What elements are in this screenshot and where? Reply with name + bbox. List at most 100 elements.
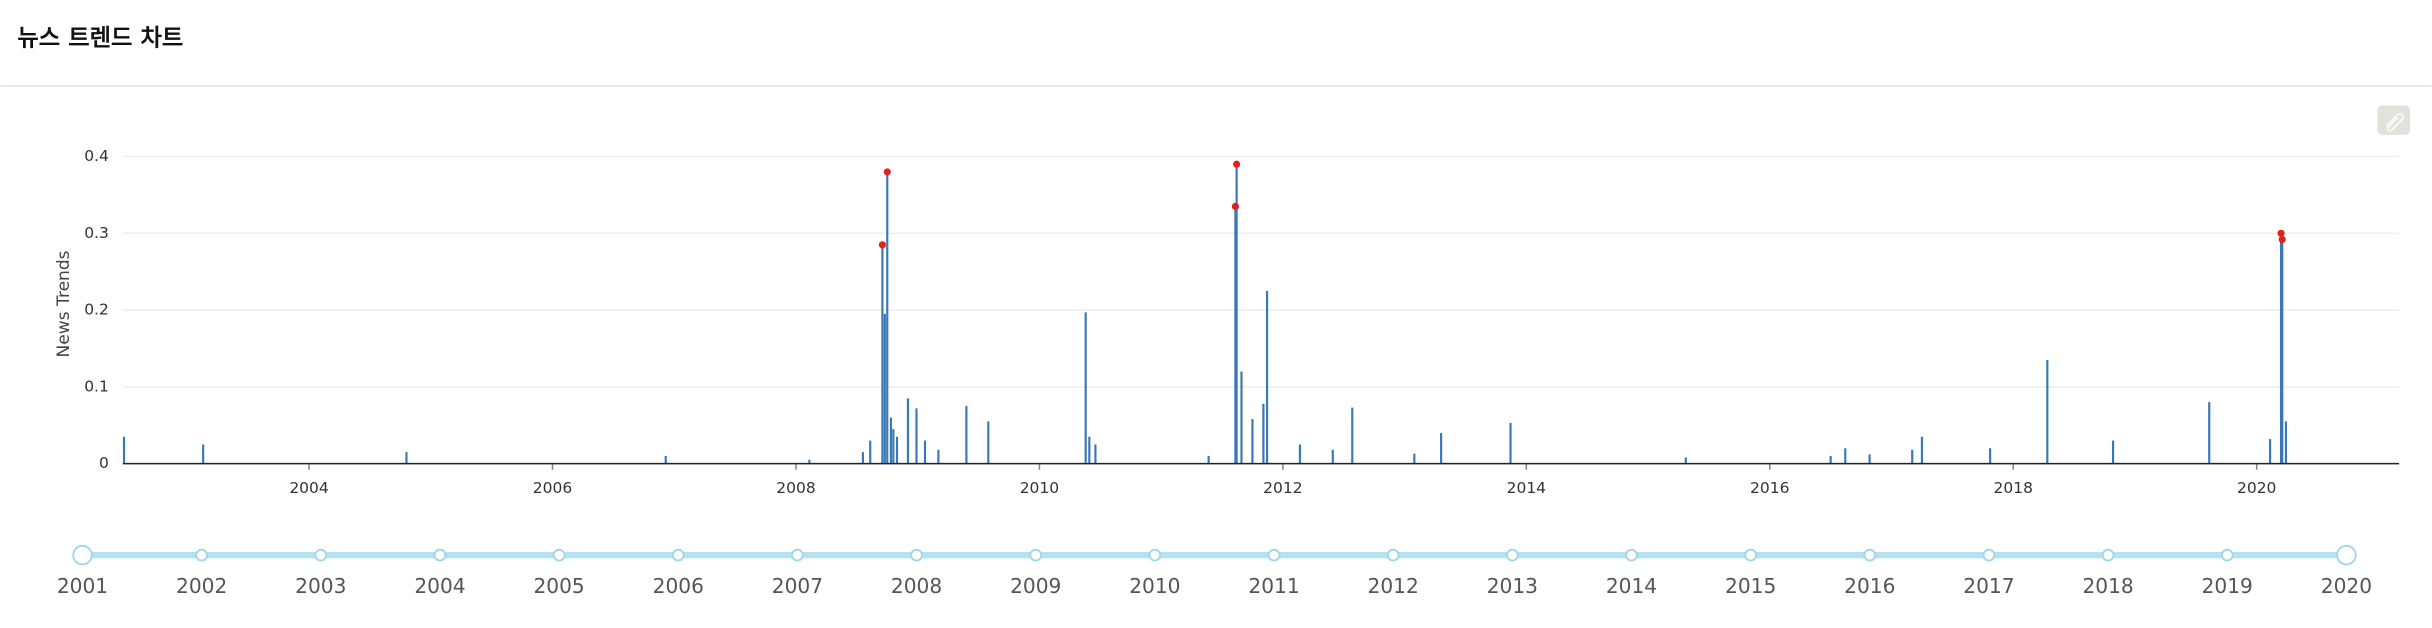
slider-stop[interactable] [1625, 548, 1638, 562]
y-axis-label: News Trends [54, 250, 74, 357]
bar [915, 408, 918, 464]
page-title: 뉴스 트렌드 차트 [17, 24, 183, 51]
bar [1084, 312, 1087, 464]
slider-label: 2004 [414, 574, 465, 598]
bar [889, 417, 893, 464]
slider-handle[interactable] [2336, 544, 2357, 566]
bar [202, 444, 205, 464]
peak-marker [1233, 160, 1241, 168]
slider-label: 2013 [1487, 574, 1538, 598]
slider-label: 2017 [1963, 574, 2014, 598]
slider-label: 2002 [176, 574, 227, 598]
slider-handle[interactable] [72, 544, 93, 566]
slider-stop[interactable] [2101, 548, 2115, 562]
bar [1911, 449, 1914, 464]
slider-stop[interactable] [433, 548, 447, 562]
bar [923, 440, 927, 464]
bar [881, 244, 884, 464]
y-tick-label: 0.1 [84, 377, 109, 395]
bar [1440, 432, 1443, 464]
bar [2111, 440, 2115, 464]
x-tick-label: 2014 [1507, 479, 1546, 497]
slider-stop[interactable] [910, 548, 923, 562]
slider-label: 2016 [1844, 574, 1895, 598]
bar [1868, 454, 1871, 464]
bar [1351, 407, 1354, 464]
bar [1684, 457, 1687, 464]
y-tick-label: 0.3 [84, 224, 109, 242]
slider-stop[interactable] [314, 548, 328, 562]
slider-stop[interactable] [552, 548, 566, 562]
bar [892, 429, 895, 464]
slider-stop[interactable] [1386, 548, 1400, 562]
slider-stop[interactable] [1744, 548, 1757, 562]
bar [1265, 290, 1269, 464]
x-tick-label: 2020 [2237, 479, 2276, 497]
bar [1413, 453, 1416, 464]
bar [1509, 422, 1512, 464]
slider-stop[interactable] [1148, 548, 1162, 562]
bar [2208, 402, 2211, 464]
bar [965, 406, 968, 464]
slider-label: 2005 [533, 574, 584, 598]
slider-label: 2012 [1368, 574, 1419, 598]
x-tick-label: 2012 [1263, 479, 1302, 497]
bar [2284, 421, 2287, 464]
bar [664, 455, 667, 464]
peak-marker [883, 168, 891, 176]
attach-icon [2386, 113, 2404, 132]
bar [1088, 436, 1091, 464]
peak-marker [2277, 229, 2285, 237]
bar [1331, 449, 1334, 464]
slider-stop[interactable] [791, 548, 804, 562]
slider-label: 2001 [57, 574, 108, 598]
bar [869, 440, 872, 464]
y-tick-label: 0 [99, 454, 109, 472]
slider-stop[interactable] [2220, 548, 2234, 562]
y-tick-label: 0.2 [84, 301, 109, 319]
bar [122, 436, 126, 464]
bar [937, 449, 940, 464]
bar [1844, 448, 1847, 464]
bar [808, 459, 811, 464]
bar [861, 452, 865, 464]
bar [1829, 455, 1832, 464]
x-tick-label: 2006 [533, 479, 572, 497]
x-tick-label: 2010 [1020, 479, 1059, 497]
slider-stop[interactable] [195, 548, 209, 562]
x-tick-label: 2016 [1750, 479, 1789, 497]
bar [405, 452, 408, 464]
bar [1094, 444, 1097, 464]
slider-stop[interactable] [1982, 548, 1996, 562]
export-button[interactable] [2377, 105, 2410, 135]
bar [1298, 444, 1302, 464]
slider-label: 2020 [2321, 574, 2372, 598]
bar [906, 398, 910, 464]
bar [987, 421, 990, 464]
slider-label: 2010 [1129, 574, 1180, 598]
slider-label: 2015 [1725, 574, 1776, 598]
slider-label: 2003 [295, 574, 346, 598]
slider-stop[interactable] [1863, 548, 1877, 562]
bar [2281, 239, 2284, 464]
slider-label: 2007 [772, 574, 823, 598]
slider-stop[interactable] [1029, 548, 1043, 562]
peak-marker [878, 241, 886, 249]
bar [2046, 359, 2049, 464]
slider-stop[interactable] [671, 548, 685, 562]
x-tick-label: 2018 [1994, 479, 2033, 497]
bar [1920, 436, 1924, 464]
bar [1262, 403, 1265, 464]
x-tick-label: 2004 [289, 479, 328, 497]
slider-label: 2018 [2082, 574, 2133, 598]
slider-label: 2014 [1606, 574, 1657, 598]
slider-stop[interactable] [1267, 548, 1281, 562]
slider-stop[interactable] [1505, 548, 1519, 562]
bar [2279, 233, 2283, 464]
peak-marker [2278, 235, 2286, 244]
slider-label: 2011 [1248, 574, 1299, 598]
bar [2269, 439, 2272, 464]
bar [1234, 206, 1237, 464]
